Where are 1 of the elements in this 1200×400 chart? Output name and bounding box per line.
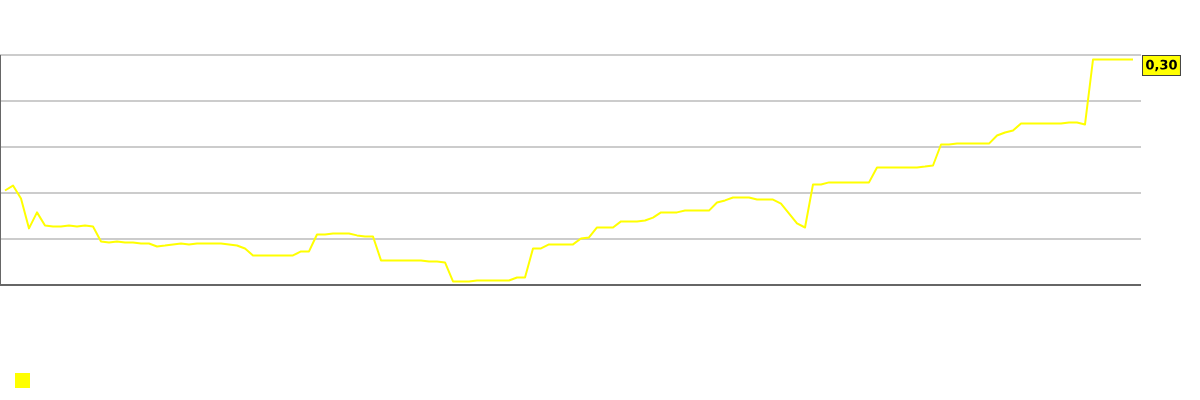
text: 0,30 bbox=[1146, 59, 1177, 72]
